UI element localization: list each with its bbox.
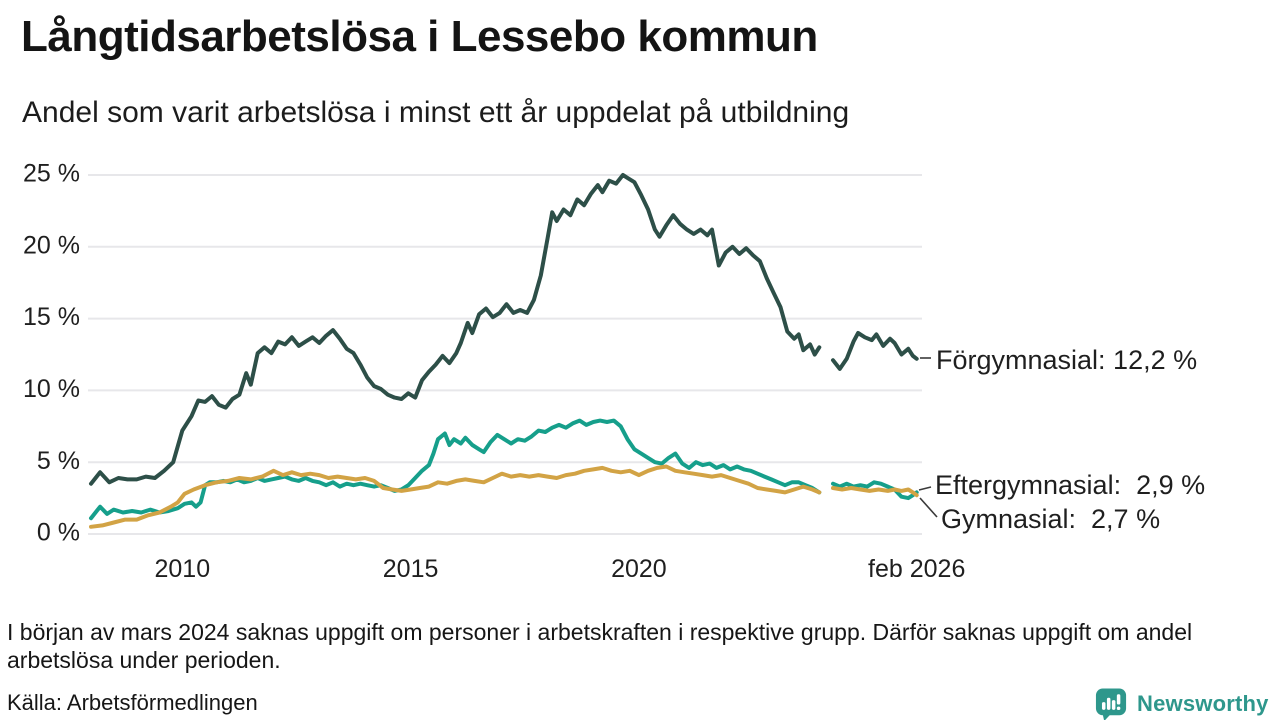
label-connector: [919, 497, 938, 518]
bar-chart-speech-bubble-icon: [1095, 687, 1127, 720]
y-tick-label: 10 %: [23, 375, 80, 403]
series-end-labels: Förgymnasial: 12,2 % Eftergymnasial: 2,9 …: [918, 345, 1205, 534]
footnote-text: I början av mars 2024 saknas uppgift om …: [7, 619, 1193, 673]
series-lines: [89, 173, 919, 529]
y-tick-label: 25 %: [23, 160, 80, 188]
series-line-förgymnasial: [89, 173, 919, 486]
chart-subtitle: Andel som varit arbetslösa i minst ett å…: [22, 96, 850, 129]
source-text: Källa: Arbetsförmedlingen: [7, 690, 258, 715]
y-tick-label: 0 %: [37, 519, 80, 547]
y-axis-labels: 0 % 5 % 10 % 15 % 20 % 25 %: [23, 160, 80, 547]
x-axis-labels: 2010 2015 2020 feb 2026: [154, 555, 965, 583]
page-title: Långtidsarbetslösa i Lessebo kommun: [21, 12, 818, 61]
series-label-förgymnasial: Förgymnasial: 12,2 %: [936, 345, 1197, 375]
x-tick-label: feb 2026: [868, 555, 965, 583]
y-tick-label: 15 %: [23, 303, 80, 331]
gridlines: [88, 174, 922, 535]
y-tick-label: 5 %: [37, 447, 80, 475]
newsworthy-logo: Newsworthy: [1094, 686, 1269, 720]
x-tick-label: 2010: [154, 555, 210, 583]
x-tick-label: 2020: [611, 555, 667, 583]
x-tick-label: 2015: [383, 555, 439, 583]
series-label-gymnasial: Gymnasial: 2,7 %: [941, 504, 1160, 534]
y-tick-label: 20 %: [23, 231, 80, 259]
label-connector: [918, 486, 932, 491]
series-line-eftergymnasial: [89, 418, 919, 521]
brand-name: Newsworthy: [1137, 691, 1269, 716]
series-label-eftergymnasial: Eftergymnasial: 2,9 %: [935, 470, 1205, 500]
series-line-gymnasial: [89, 464, 919, 529]
